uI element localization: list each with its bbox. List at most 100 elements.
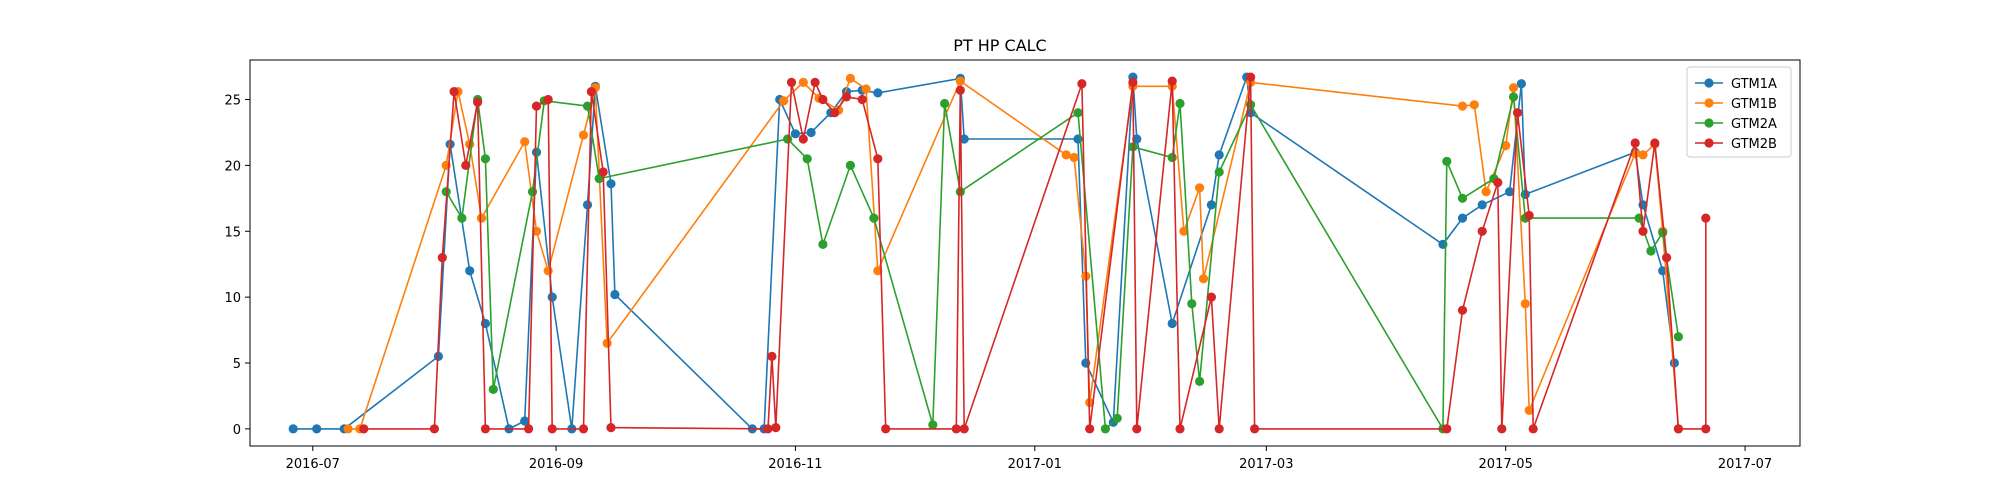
data-point-gtm1b-38	[1638, 150, 1648, 160]
data-point-gtm2a-17	[1073, 108, 1083, 118]
data-point-gtm2b-8	[531, 101, 542, 111]
legend-label-gtm2b: GTM2B	[1731, 137, 1777, 152]
data-point-gtm2b-27	[951, 424, 961, 434]
data-point-gtm2b-46	[1524, 210, 1534, 221]
data-point-gtm2b-4	[461, 160, 471, 170]
data-point-gtm2a-13	[869, 213, 879, 223]
data-point-gtm1a-39	[1477, 200, 1487, 210]
data-point-gtm1b-34	[1508, 83, 1519, 93]
data-point-gtm1b-11	[602, 338, 612, 348]
data-point-gtm2a-36	[1673, 332, 1683, 342]
data-point-gtm2b-54	[1701, 213, 1711, 223]
data-point-gtm1a-10	[547, 292, 557, 302]
x-tick-label-2: 2016-11	[768, 457, 822, 472]
legend-entry-gtm2b: GTM2B	[1695, 137, 1777, 152]
data-point-gtm2a-28	[1442, 156, 1452, 166]
data-point-gtm2b-52	[1673, 424, 1683, 434]
data-point-gtm1a-5	[465, 266, 475, 276]
data-point-gtm2a-29	[1457, 193, 1468, 203]
data-point-gtm2b-25	[873, 154, 883, 164]
data-point-gtm2a-3	[480, 154, 490, 164]
data-point-gtm2b-17	[771, 423, 781, 433]
data-point-gtm2b-51	[1662, 253, 1672, 263]
data-point-gtm2a-16	[955, 187, 965, 197]
data-point-gtm1b-6	[520, 137, 530, 147]
data-point-gtm2b-33	[1132, 424, 1142, 434]
data-point-gtm2b-48	[1630, 138, 1640, 148]
data-point-gtm2b-24	[857, 94, 867, 105]
data-point-gtm2a-35	[1658, 228, 1668, 238]
data-point-gtm2b-28	[955, 85, 965, 95]
data-point-gtm2b-40	[1442, 424, 1452, 434]
data-point-gtm2a-23	[1187, 299, 1197, 309]
data-point-gtm2b-29	[959, 424, 969, 434]
data-point-gtm2a-22	[1175, 98, 1185, 109]
legend-label-gtm1a: GTM1A	[1731, 77, 1777, 92]
data-point-gtm2b-41	[1457, 305, 1468, 315]
data-point-gtm2b-43	[1493, 177, 1503, 188]
data-point-gtm2b-50	[1650, 138, 1660, 148]
y-tick-label-3: 15	[224, 225, 241, 240]
data-point-gtm2b-49	[1638, 226, 1648, 236]
data-point-gtm2b-30	[1077, 79, 1087, 89]
data-point-gtm2b-37	[1214, 424, 1224, 434]
data-point-gtm2a-12	[845, 160, 856, 170]
chart-title: PT HP CALC	[953, 36, 1046, 55]
legend-label-gtm2a: GTM2A	[1731, 117, 1777, 132]
data-point-gtm2a-19	[1112, 413, 1122, 423]
x-tick-label-1: 2016-09	[529, 457, 583, 472]
data-point-gtm2b-1	[429, 424, 439, 434]
data-point-gtm1b-8	[543, 266, 553, 276]
data-point-gtm1a-12	[582, 200, 593, 210]
data-point-gtm2a-8	[594, 174, 604, 184]
data-point-gtm2b-47	[1528, 424, 1538, 434]
y-tick-label-5: 25	[224, 94, 241, 109]
data-point-gtm2b-36	[1206, 292, 1216, 302]
legend-marker-gtm1b	[1704, 98, 1714, 108]
data-point-gtm2b-6	[480, 424, 490, 434]
data-point-gtm1b-20	[1061, 150, 1071, 160]
data-point-gtm1b-27	[1195, 183, 1205, 193]
legend-entry-gtm2a: GTM2A	[1695, 117, 1777, 132]
data-point-gtm1b-31	[1469, 100, 1479, 110]
data-point-gtm2b-31	[1085, 424, 1095, 434]
data-point-gtm2b-42	[1477, 226, 1487, 236]
data-point-gtm2b-22	[830, 108, 840, 118]
data-point-gtm2a-11	[818, 239, 828, 249]
data-point-gtm1b-12	[779, 96, 789, 106]
data-point-gtm2b-39	[1250, 424, 1260, 434]
data-point-gtm2b-0	[359, 424, 369, 434]
data-point-gtm1b-5	[476, 213, 487, 223]
data-point-gtm1a-8	[520, 416, 530, 426]
data-point-gtm2b-13	[598, 167, 608, 177]
data-point-gtm1b-21	[1069, 152, 1079, 163]
data-point-gtm2b-45	[1512, 108, 1523, 118]
data-point-gtm1a-15	[610, 289, 620, 300]
data-point-gtm1a-0	[288, 424, 298, 434]
data-point-gtm2b-5	[473, 97, 483, 107]
data-point-gtm1b-35	[1520, 299, 1530, 309]
data-point-gtm1a-31	[1132, 134, 1142, 144]
data-point-gtm1b-30	[1457, 101, 1468, 111]
data-point-gtm2a-25	[1214, 167, 1224, 177]
data-point-gtm2b-19	[798, 134, 808, 144]
data-point-gtm1a-14	[606, 179, 616, 189]
data-point-gtm1a-38	[1457, 213, 1468, 223]
data-point-gtm2b-9	[543, 94, 553, 105]
data-point-gtm1b-28	[1198, 274, 1209, 284]
series-gtm2b	[359, 72, 1711, 434]
data-point-gtm1a-32	[1167, 318, 1177, 329]
data-point-gtm2b-35	[1175, 424, 1185, 434]
data-point-gtm1b-13	[798, 77, 808, 87]
y-tick-label-4: 20	[224, 159, 241, 174]
legend-entry-gtm1b: GTM1B	[1695, 97, 1777, 112]
data-point-gtm1a-40	[1505, 187, 1515, 197]
data-point-gtm2a-7	[582, 101, 593, 111]
legend: GTM1A GTM1B GTM2A GTM2B	[1686, 66, 1792, 158]
y-tick-label-1: 5	[233, 357, 241, 372]
data-point-gtm1a-20	[806, 127, 816, 138]
data-point-gtm2a-24	[1195, 376, 1205, 386]
data-point-gtm1b-36	[1524, 405, 1534, 415]
data-point-gtm2b-11	[578, 424, 589, 434]
